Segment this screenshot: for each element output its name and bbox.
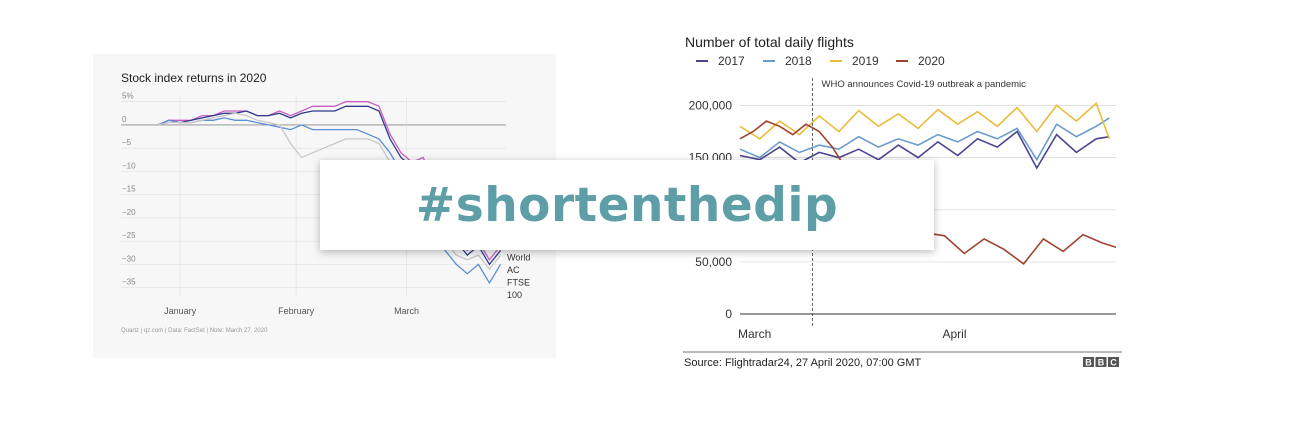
stock-y-tick-label: −5 [122,138,132,147]
flights-legend-label-2018: 2018 [785,54,812,68]
stock-y-tick-label: −10 [122,161,136,170]
bbc-logo-block [1083,357,1094,367]
flights-chart-title: Number of total daily flights [685,34,854,50]
flights-y-tick-label: 50,000 [695,255,732,269]
hashtag-banner: #shortenthedip [320,160,934,250]
flights-x-tick-label: April [942,327,966,341]
stock-x-tick-label: January [164,306,197,316]
bbc-logo-block [1108,357,1119,367]
stock-y-tick-label: 0 [122,115,127,124]
hashtag-text: #shortenthedip [415,177,839,233]
flights-y-tick-label: 0 [725,307,732,321]
stock-series-annotation: FTSE [507,277,530,287]
stock-y-tick-label: −15 [122,185,136,194]
stock-x-tick-label: February [278,306,315,316]
bbc-logo-letter: B [1098,358,1105,368]
stock-y-tick-label: −20 [122,208,136,217]
flights-y-tick-label: 200,000 [689,98,733,112]
stock-x-tick-label: March [394,306,419,316]
flights-legend-label-2020: 2020 [918,54,945,68]
who-pandemic-event-label: WHO announces Covid-19 outbreak a pandem… [822,79,1027,90]
bbc-logo-letter: B [1085,358,1092,368]
flights-x-tick-label: March [738,327,771,341]
daily-flights-chart: Number of total daily flights 2017 2018 20… [683,34,1122,369]
stock-series-annotation: World [507,253,530,263]
stock-y-tick-label: −25 [122,231,136,240]
stock-series-annotation: 100 [507,290,522,300]
stock-y-tick-label: 5% [122,92,134,101]
stock-y-tick-label: −35 [122,278,136,287]
flights-series-line-2018 [739,117,1110,162]
stock-y-tick-label: −30 [122,254,136,263]
flights-legend-label-2019: 2019 [852,54,879,68]
flights-chart-footer: Source: Flightradar24, 27 April 2020, 07… [684,357,922,369]
stock-chart-footer: Quartz | qz.com | Data: FactSet | Note: … [121,328,268,334]
flights-series-line-2019 [739,101,1111,140]
bbc-logo-block [1095,357,1107,367]
stock-chart-title: Stock index returns in 2020 [121,71,267,85]
stock-series-annotation: AC [507,265,520,275]
bbc-logo-letter: C [1110,358,1117,368]
flights-legend-label-2017: 2017 [718,54,745,68]
